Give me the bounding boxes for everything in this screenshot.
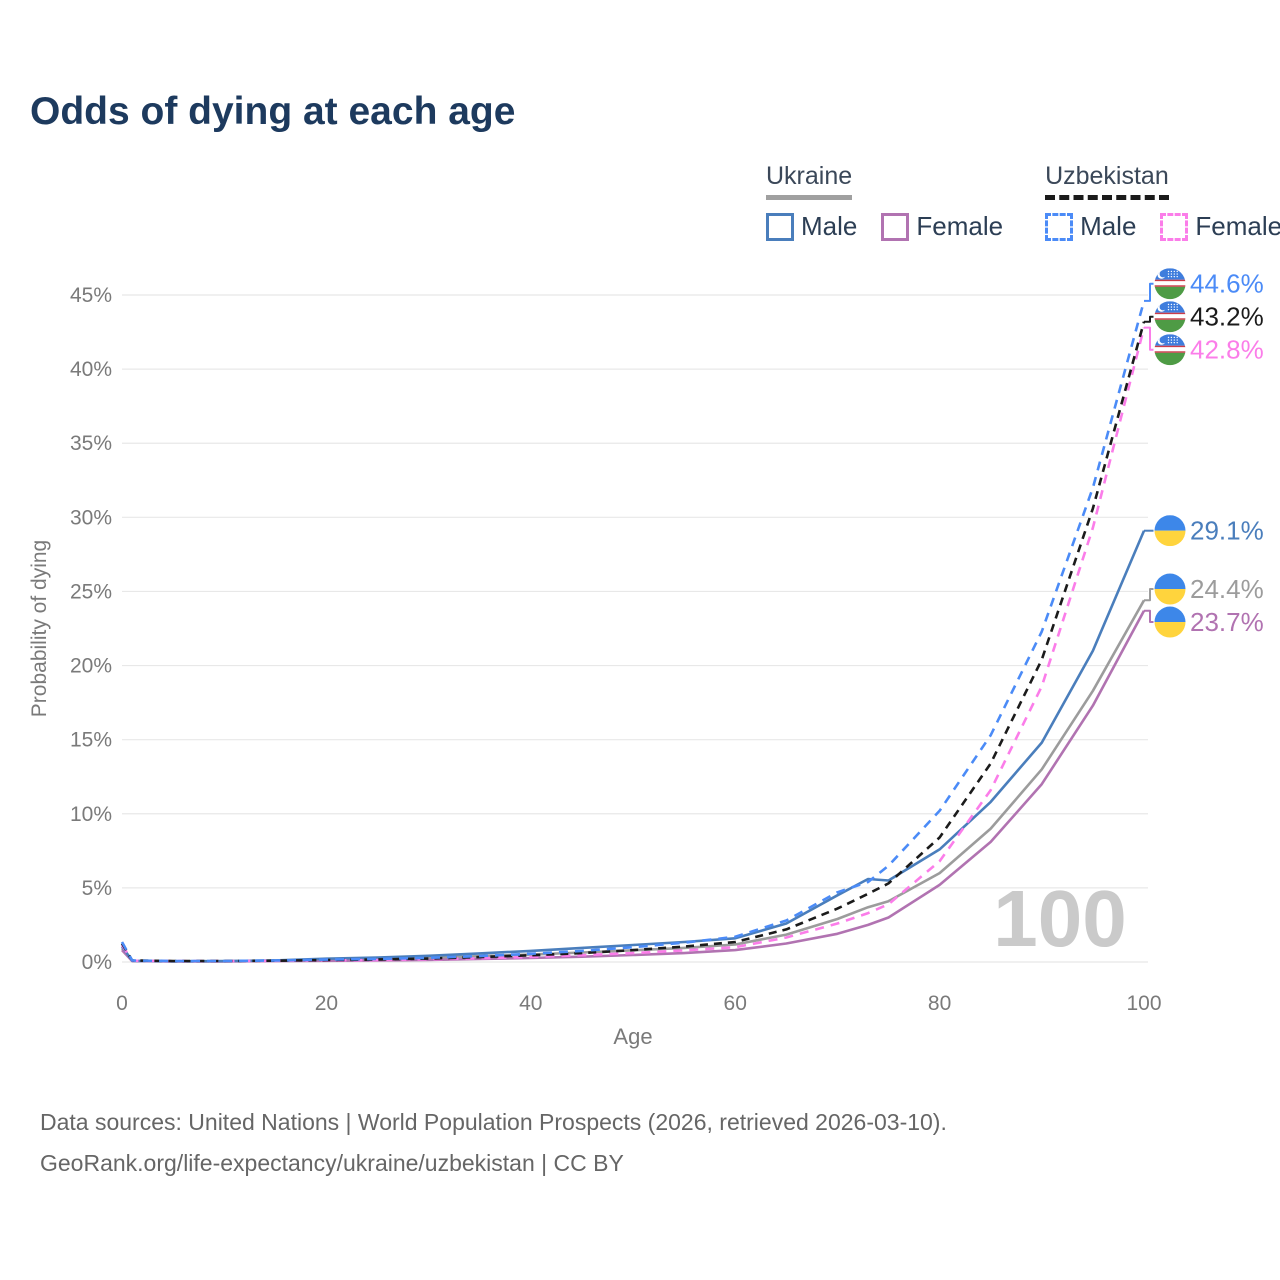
end-label-ukraine-female: 23.7%: [1144, 606, 1264, 638]
y-tick-label: 0%: [82, 951, 112, 974]
ukraine-flag-icon: [1154, 573, 1186, 605]
series-line-uzbekistan-male: [120, 300, 1146, 963]
series-line-ukraine-female: [121, 610, 1146, 963]
y-tick-label: 10%: [70, 803, 112, 826]
legend-item-label: Female: [1195, 211, 1280, 241]
legend-item-label: Male: [801, 211, 858, 241]
uzbekistan-female-swatch-icon[interactable]: [1160, 212, 1189, 241]
y-tick-label: 30%: [70, 506, 112, 529]
ukraine-female-swatch-icon[interactable]: [881, 212, 910, 241]
label-connector: [1144, 282, 1154, 302]
y-axis-title: Probability of dying: [28, 540, 51, 717]
x-tick-label: 60: [724, 992, 747, 1015]
label-connector: [1144, 609, 1154, 623]
legend-item-uzbekistan-female[interactable]: Female: [1160, 211, 1280, 242]
label-connector: [1144, 588, 1154, 602]
end-label-value: 29.1%: [1190, 516, 1264, 546]
label-connector: [1144, 315, 1154, 323]
legend-item-uzbekistan-male[interactable]: Male: [1045, 211, 1136, 242]
y-tick-label: 40%: [70, 358, 112, 381]
uzbekistan-flag-icon: [1154, 268, 1186, 300]
page-title: Odds of dying at each age: [30, 90, 516, 133]
y-tick-label: 15%: [70, 729, 112, 752]
attribution-text: GeoRank.org/life-expectancy/ukraine/uzbe…: [40, 1150, 624, 1176]
end-label-value: 43.2%: [1190, 302, 1264, 332]
legend-group-ukraine: Ukraine Male Female: [766, 162, 1003, 242]
label-connector: [1144, 326, 1154, 351]
y-tick-label: 35%: [70, 432, 112, 455]
age-counter-watermark: 100: [993, 874, 1126, 963]
end-label-value: 24.4%: [1190, 574, 1264, 604]
x-tick-label: 100: [1126, 992, 1161, 1015]
x-axis-title: Age: [613, 1024, 652, 1049]
chart-legend: Ukraine Male Female Uzbekistan Male Fema…: [766, 162, 1280, 242]
legend-item-ukraine-female[interactable]: Female: [881, 211, 1003, 242]
y-tick-label: 5%: [82, 877, 112, 900]
end-label-value: 44.6%: [1190, 269, 1264, 299]
ukraine-flag-icon: [1154, 515, 1186, 547]
chart-footer: Data sources: United Nations | World Pop…: [40, 1102, 947, 1184]
x-tick-label: 40: [519, 992, 542, 1015]
end-label-ukraine-both-sexes: 24.4%: [1144, 573, 1264, 605]
series-line-ukraine-male: [120, 530, 1146, 963]
series-line-uzbekistan-both-sexes: [120, 321, 1146, 963]
legend-item-ukraine-male[interactable]: Male: [766, 211, 857, 242]
end-label-ukraine-male: 29.1%: [1144, 515, 1264, 547]
y-tick-label: 20%: [70, 655, 112, 678]
legend-group-uzbekistan: Uzbekistan Male Female: [1045, 162, 1280, 242]
legend-item-label: Female: [916, 211, 1004, 241]
legend-country-uzbekistan: Uzbekistan: [1045, 162, 1169, 200]
ukraine-male-swatch-icon[interactable]: [766, 212, 794, 241]
end-label-value: 42.8%: [1190, 335, 1264, 365]
end-label-value: 23.7%: [1190, 607, 1264, 637]
end-label-uzbekistan-both-sexes: 43.2%: [1144, 301, 1264, 333]
uzbekistan-flag-icon: [1154, 301, 1186, 333]
y-tick-label: 25%: [70, 580, 112, 603]
end-label-uzbekistan-female: 42.8%: [1144, 326, 1264, 366]
series-line-ukraine-both-sexes: [120, 599, 1146, 963]
x-tick-label: 0: [116, 992, 128, 1015]
legend-item-label: Male: [1080, 211, 1137, 241]
ukraine-flag-icon: [1154, 606, 1186, 638]
data-sources-text: Data sources: United Nations | World Pop…: [40, 1109, 947, 1135]
uzbekistan-flag-icon: [1154, 334, 1186, 366]
legend-country-ukraine: Ukraine: [766, 162, 853, 200]
x-tick-label: 20: [315, 992, 338, 1015]
y-tick-label: 45%: [70, 284, 112, 307]
end-label-uzbekistan-male: 44.6%: [1144, 268, 1264, 302]
x-tick-label: 80: [928, 992, 951, 1015]
uzbekistan-male-swatch-icon[interactable]: [1045, 212, 1074, 241]
series-line-uzbekistan-female: [120, 327, 1146, 963]
